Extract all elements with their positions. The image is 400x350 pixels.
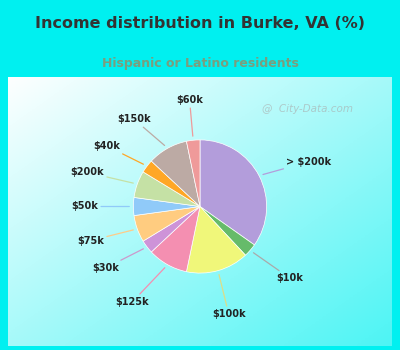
Text: Income distribution in Burke, VA (%): Income distribution in Burke, VA (%) xyxy=(35,16,365,30)
Wedge shape xyxy=(134,206,200,241)
Wedge shape xyxy=(200,140,266,245)
Text: @  City-Data.com: @ City-Data.com xyxy=(262,104,353,114)
Text: $150k: $150k xyxy=(118,114,164,146)
Text: $100k: $100k xyxy=(212,275,246,319)
Text: > $200k: > $200k xyxy=(263,157,331,175)
Wedge shape xyxy=(151,206,200,272)
Wedge shape xyxy=(151,141,200,206)
Wedge shape xyxy=(134,172,200,206)
Wedge shape xyxy=(134,197,200,216)
Wedge shape xyxy=(186,140,200,206)
Text: $60k: $60k xyxy=(176,95,203,136)
Wedge shape xyxy=(186,206,246,273)
Text: $75k: $75k xyxy=(77,230,133,246)
Text: $200k: $200k xyxy=(70,167,133,183)
Text: $10k: $10k xyxy=(254,253,304,284)
Text: $125k: $125k xyxy=(116,268,165,307)
Text: $50k: $50k xyxy=(71,202,129,211)
Wedge shape xyxy=(143,161,200,206)
Wedge shape xyxy=(200,206,254,255)
Text: $40k: $40k xyxy=(94,141,143,164)
Text: $30k: $30k xyxy=(92,249,143,273)
Wedge shape xyxy=(143,206,200,252)
Text: Hispanic or Latino residents: Hispanic or Latino residents xyxy=(102,57,298,70)
